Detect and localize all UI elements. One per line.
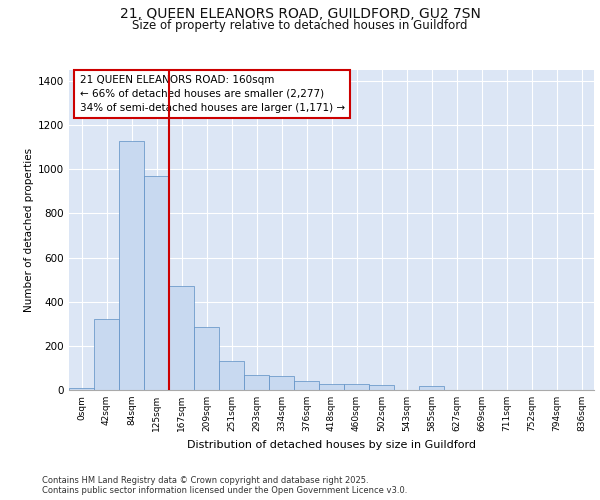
Bar: [169, 286, 194, 390]
Bar: [144, 176, 169, 390]
Text: 21 QUEEN ELEANORS ROAD: 160sqm
← 66% of detached houses are smaller (2,277)
34% : 21 QUEEN ELEANORS ROAD: 160sqm ← 66% of …: [79, 75, 344, 113]
Bar: [194, 327, 219, 390]
Bar: [119, 140, 144, 390]
Bar: [419, 386, 444, 390]
Bar: [219, 362, 244, 390]
Bar: [269, 376, 294, 390]
Bar: [69, 388, 94, 390]
Bar: [244, 374, 269, 390]
Bar: [344, 384, 369, 390]
Text: Size of property relative to detached houses in Guildford: Size of property relative to detached ho…: [132, 18, 468, 32]
Text: Contains HM Land Registry data © Crown copyright and database right 2025.
Contai: Contains HM Land Registry data © Crown c…: [42, 476, 407, 495]
Bar: [94, 320, 119, 390]
X-axis label: Distribution of detached houses by size in Guildford: Distribution of detached houses by size …: [187, 440, 476, 450]
Bar: [319, 384, 344, 390]
Bar: [369, 385, 394, 390]
Text: 21, QUEEN ELEANORS ROAD, GUILDFORD, GU2 7SN: 21, QUEEN ELEANORS ROAD, GUILDFORD, GU2 …: [119, 8, 481, 22]
Bar: [294, 381, 319, 390]
Y-axis label: Number of detached properties: Number of detached properties: [24, 148, 34, 312]
